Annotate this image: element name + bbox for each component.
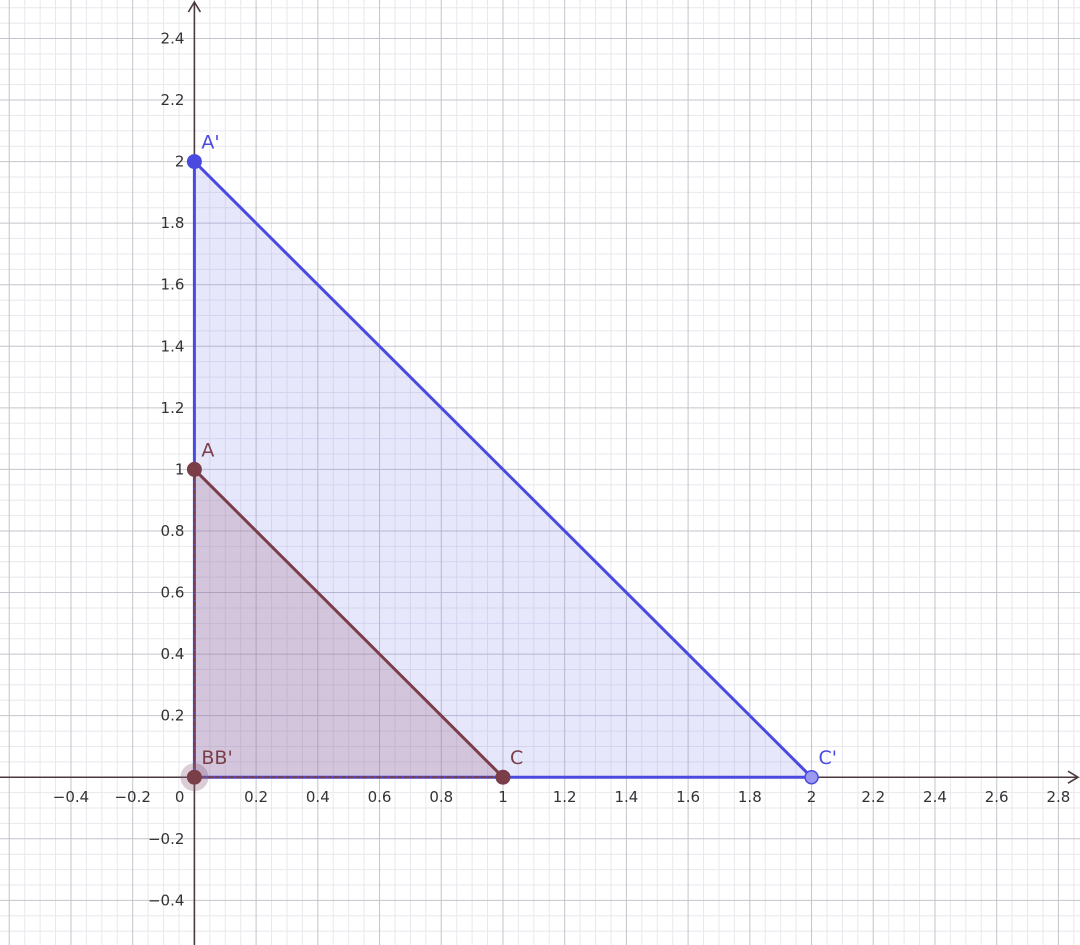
y-tick-label: 0.8	[161, 522, 185, 540]
y-tick-label: −0.2	[148, 830, 184, 848]
x-tick-label: 0.8	[429, 788, 453, 806]
y-tick-label: 1.6	[161, 276, 185, 294]
x-tick-label: 2	[807, 788, 817, 806]
y-tick-label: 1.8	[161, 214, 185, 232]
y-tick-label: 0.6	[161, 584, 185, 602]
point-b-label: BB'	[201, 747, 232, 769]
point-c-prime	[804, 769, 819, 785]
original-triangle-edges	[192, 467, 505, 779]
x-tick-label: 0.2	[244, 788, 268, 806]
y-tick-label: 1.4	[161, 337, 185, 355]
x-tick-label: 2.2	[861, 788, 885, 806]
y-tick-label: 2	[175, 153, 185, 171]
origin-label: 0	[175, 788, 185, 806]
point-a-label: A	[201, 439, 214, 461]
x-tick-label: 2.4	[923, 788, 947, 806]
x-tick-label: −0.2	[114, 788, 150, 806]
point-a	[186, 461, 202, 477]
x-tick-label: 1.6	[676, 788, 700, 806]
y-tick-label: −0.4	[148, 891, 184, 909]
y-tick-label: 0.2	[161, 707, 185, 725]
x-tick-label: 0.6	[368, 788, 392, 806]
x-tick-label: 2.6	[985, 788, 1009, 806]
x-tick-label: 1.2	[553, 788, 577, 806]
x-tick-label: 1	[498, 788, 508, 806]
y-axis-arrow	[187, 0, 202, 13]
y-tick-label: 1	[175, 460, 185, 478]
point-c-label: C	[510, 747, 523, 769]
x-tick-label: 1.4	[614, 788, 638, 806]
y-tick-label: 2.2	[161, 91, 185, 109]
x-axis-arrow	[1067, 770, 1080, 784]
point-c	[495, 769, 511, 785]
point-a-prime	[186, 154, 202, 170]
y-tick-label: 1.2	[161, 399, 185, 417]
tick-labels: 0 −0.4 −0.2 0.2 0.4 0.6 0.8 1 1.2 1.4 1.6 1.8 2 2.2 2…	[53, 29, 1071, 909]
x-tick-label: 0.4	[306, 788, 330, 806]
x-tick-label: 2.8	[1046, 788, 1070, 806]
x-tick-label: −0.4	[53, 788, 89, 806]
edge-ca	[192, 467, 505, 779]
point-a-prime-label: A'	[201, 132, 219, 154]
y-tick-label: 0.4	[161, 645, 185, 663]
point-c-prime-label: C'	[819, 747, 838, 769]
point-b	[186, 769, 202, 785]
x-tick-label: 1.8	[738, 788, 762, 806]
edge-c-prime-a-prime	[192, 160, 814, 779]
vertex-labels: A BB' C A' C'	[201, 132, 837, 770]
vertex-points	[180, 154, 819, 792]
y-tick-label: 2.4	[161, 29, 185, 47]
